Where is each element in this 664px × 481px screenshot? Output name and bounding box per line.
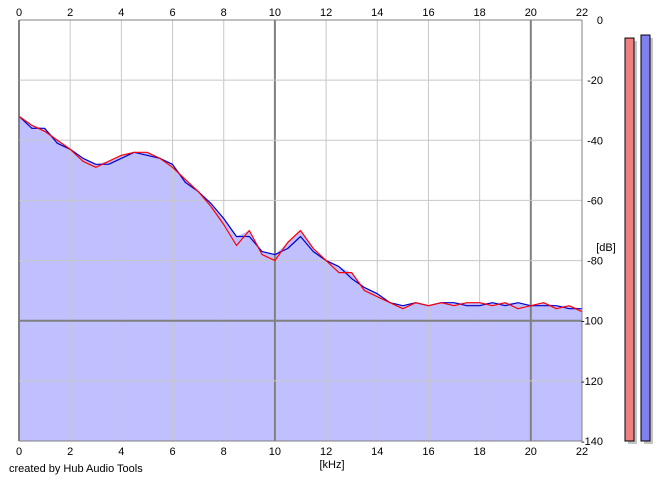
x-tick-label-bottom: 4 [118,446,124,458]
x-tick-label-top: 6 [169,7,175,19]
x-tick-label-top: 18 [474,7,486,19]
x-tick-label-top: 20 [525,7,537,19]
x-tick-label-top: 4 [118,7,124,19]
y-axis-label: [dB] [596,242,616,254]
x-tick-label-top: 14 [371,7,383,19]
x-tick-label-bottom: 22 [576,446,588,458]
y-tick-label: 0 [597,15,603,27]
spectrum-line-right-channel [18,115,582,310]
spectrum-fill-area [19,116,582,441]
x-tick-label-top: 2 [67,7,73,19]
x-tick-label-bottom: 0 [16,446,22,458]
level-meter-right [640,34,651,442]
x-tick-label-bottom: 16 [422,446,434,458]
x-tick-label-bottom: 6 [169,446,175,458]
x-tick-label-bottom: 8 [221,446,227,458]
y-tick-label: -140 [581,436,603,448]
x-tick-label-top: 0 [16,7,22,19]
y-tick-label: -80 [587,256,603,268]
y-tick-label: -60 [587,195,603,207]
x-tick-label-top: 22 [576,7,588,19]
x-axis-label: [kHz] [319,459,344,471]
level-meter-left [624,37,635,442]
y-tick-label: -100 [581,316,603,328]
x-tick-label-bottom: 14 [371,446,383,458]
x-tick-label-top: 16 [422,7,434,19]
x-tick-label-bottom: 18 [474,446,486,458]
credit-text: created by Hub Audio Tools [9,463,143,475]
x-tick-label-bottom: 12 [320,446,332,458]
y-tick-label: -40 [587,135,603,147]
x-tick-label-top: 10 [269,7,281,19]
x-tick-label-bottom: 10 [269,446,281,458]
y-tick-label: -20 [587,75,603,87]
x-tick-label-top: 12 [320,7,332,19]
spectrum-line-left-channel [18,115,583,313]
x-tick-label-bottom: 2 [67,446,73,458]
y-tick-label: -120 [581,376,603,388]
x-tick-label-bottom: 20 [525,446,537,458]
x-tick-label-top: 8 [221,7,227,19]
